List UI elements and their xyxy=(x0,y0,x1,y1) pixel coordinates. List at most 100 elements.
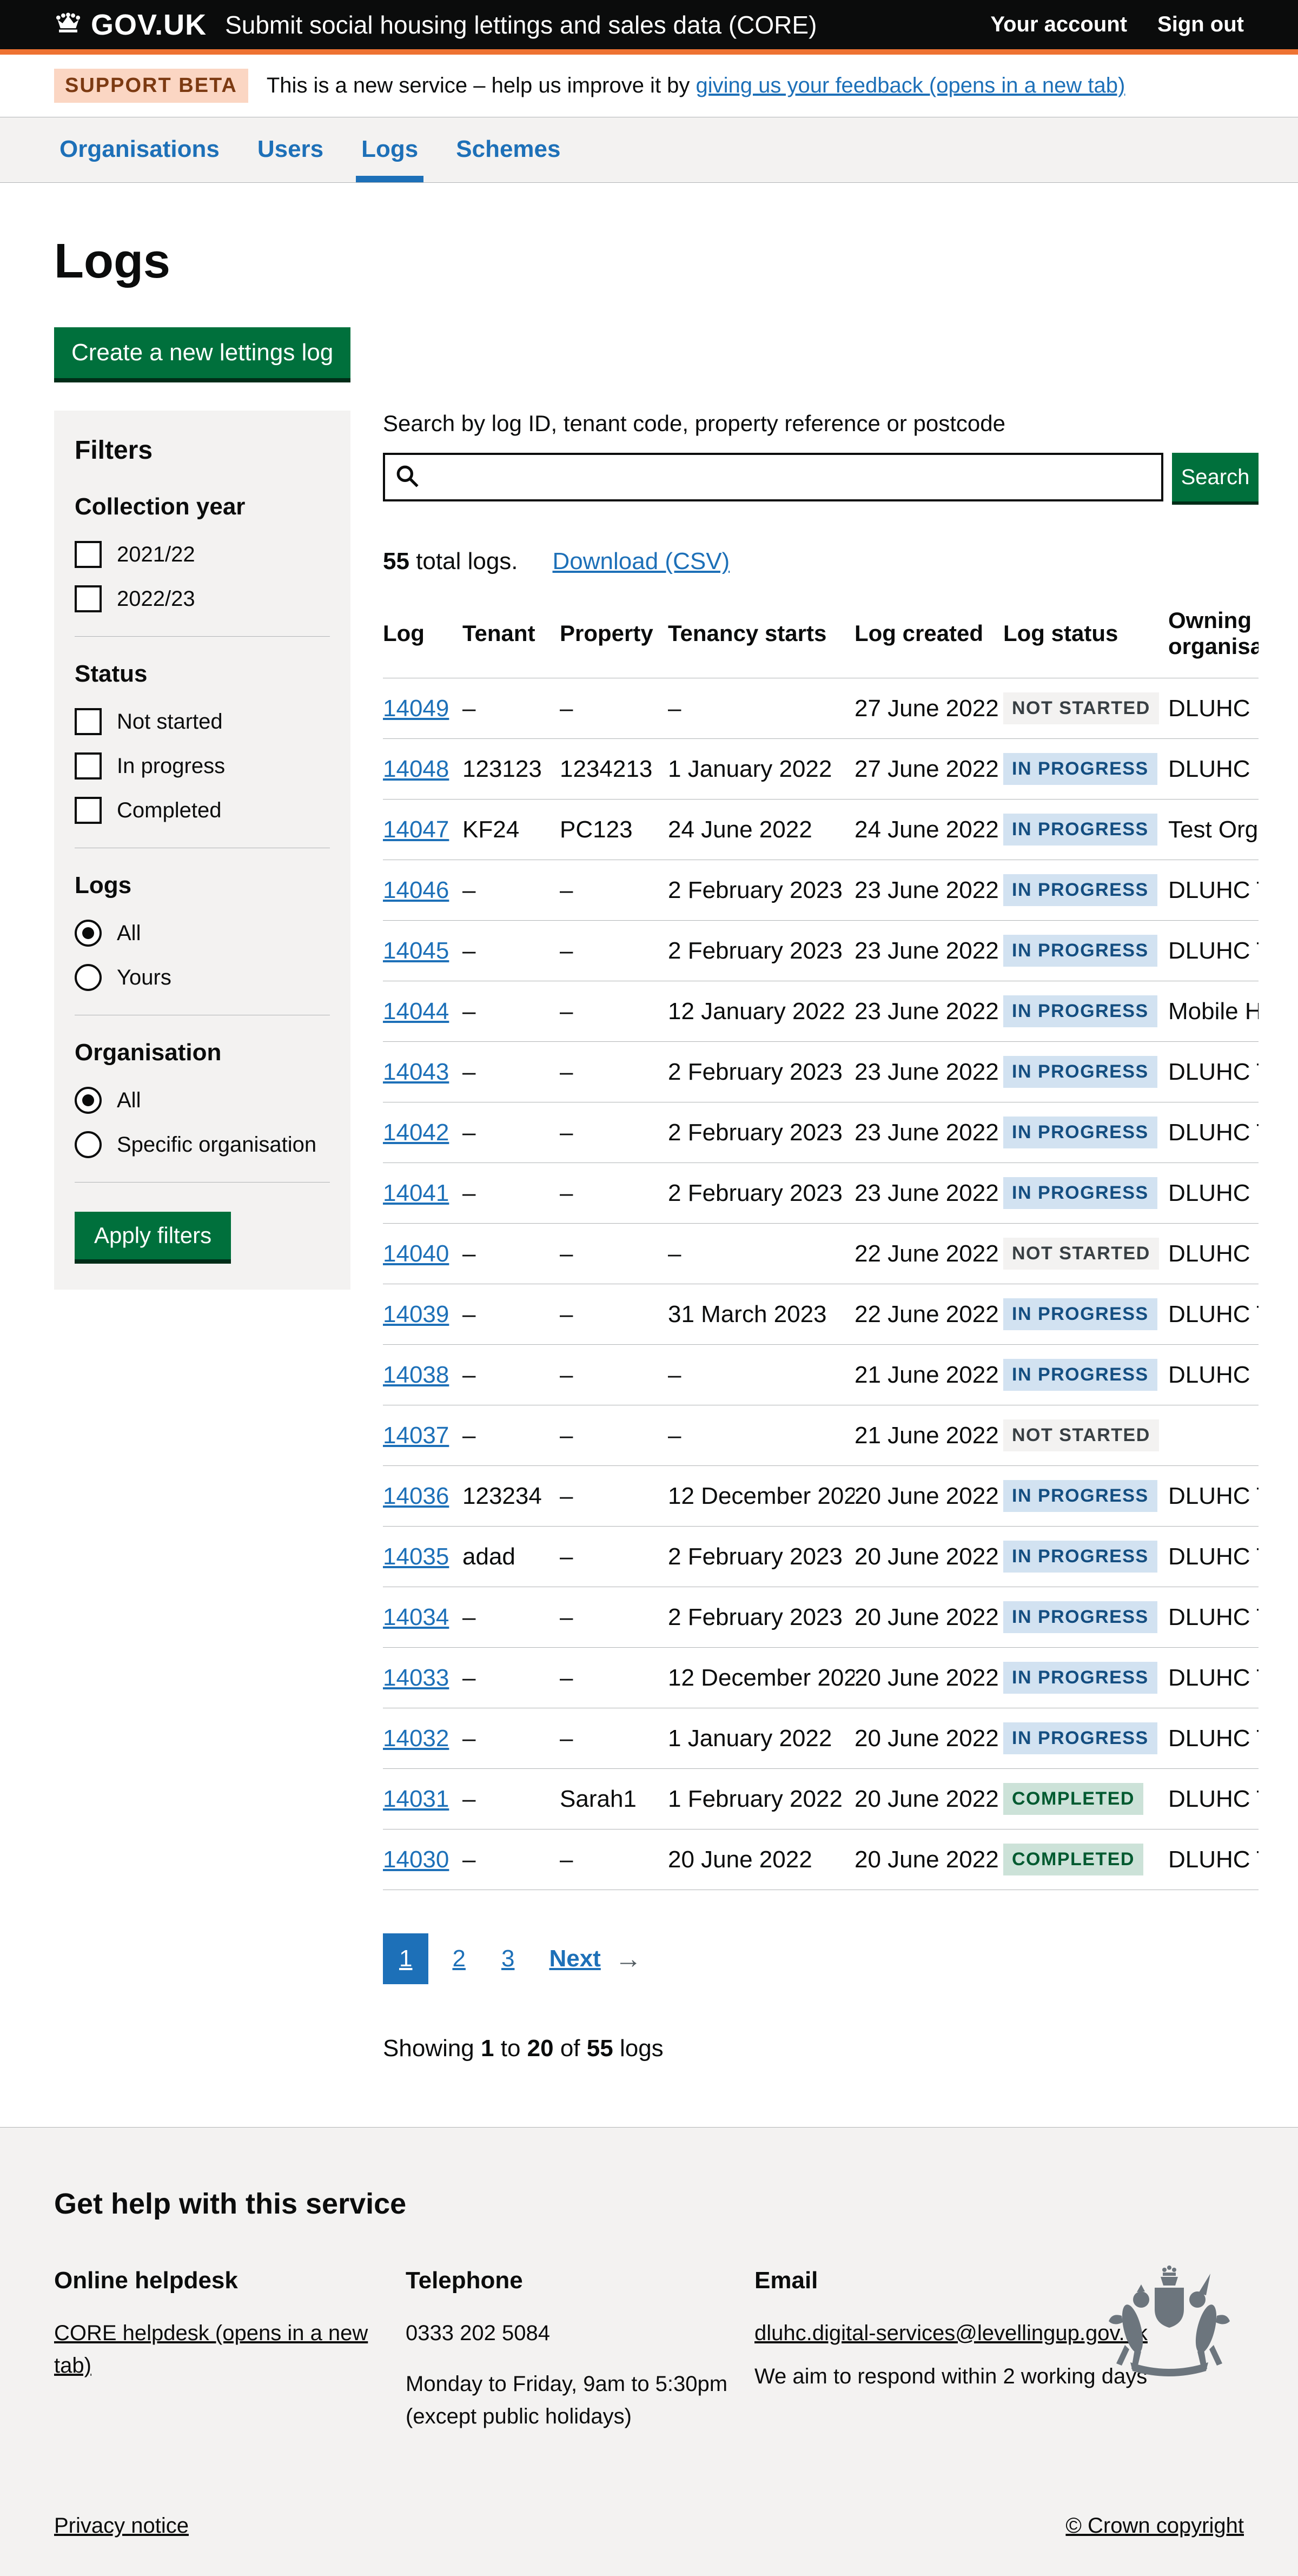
table-row: 14031 – Sarah1 1 February 2022 20 June 2… xyxy=(383,1768,1259,1829)
owning-organisation-cell: DLUHC Tes xyxy=(1168,1102,1259,1163)
radio-circle[interactable] xyxy=(75,1131,102,1158)
checkbox-2021-22[interactable]: 2021/22 xyxy=(75,541,330,568)
filters-panel: Filters Collection year 2021/22 2022/23 … xyxy=(54,411,350,1290)
owning-organisation-cell: Test Organ xyxy=(1168,799,1259,860)
log-id-link[interactable]: 14042 xyxy=(383,1119,449,1146)
status-badge: COMPLETED xyxy=(1003,1783,1143,1815)
apply-filters-button[interactable]: Apply filters xyxy=(75,1212,231,1259)
service-name[interactable]: Submit social housing lettings and sales… xyxy=(225,10,817,39)
pagination: 1 2 3 Next → xyxy=(383,1933,1259,1984)
log-id-link[interactable]: 14045 xyxy=(383,937,449,964)
table-row: 14030 – – 20 June 2022 20 June 2022 COMP… xyxy=(383,1829,1259,1890)
owning-organisation-cell: DLUHC Tes xyxy=(1168,1647,1259,1708)
checkbox-label: Completed xyxy=(117,798,222,822)
radio-circle[interactable] xyxy=(75,964,102,991)
nav-item-users[interactable]: Users xyxy=(257,136,324,162)
log-id-link[interactable]: 14041 xyxy=(383,1179,449,1206)
checkbox-in-progress[interactable]: In progress xyxy=(75,752,330,780)
owning-organisation-cell: DLUHC Tes xyxy=(1168,1708,1259,1769)
tenancy-starts-cell: 12 December 2021 xyxy=(668,1465,855,1527)
log-created-cell: 20 June 2022 xyxy=(855,1647,1003,1708)
table-row: 14032 – – 1 January 2022 20 June 2022 IN… xyxy=(383,1708,1259,1769)
tenant-cell: – xyxy=(462,1344,560,1405)
radio-circle[interactable] xyxy=(75,920,102,947)
email-link[interactable]: dluhc.digital-services@levellingup.gov.u… xyxy=(754,2321,1148,2345)
create-lettings-log-button[interactable]: Create a new lettings log xyxy=(54,327,351,378)
tenancy-starts-cell: – xyxy=(668,1344,855,1405)
status-badge: IN PROGRESS xyxy=(1003,1056,1157,1088)
nav-item-logs[interactable]: Logs xyxy=(356,117,424,182)
nav-item-organisations[interactable]: Organisations xyxy=(59,136,220,162)
tenant-cell: – xyxy=(462,1041,560,1102)
radio-label: Yours xyxy=(117,965,171,989)
log-id-link[interactable]: 14037 xyxy=(383,1422,449,1449)
radio-specific-organisation[interactable]: Specific organisation xyxy=(75,1131,330,1158)
checkbox-box[interactable] xyxy=(75,752,102,780)
checkbox-box[interactable] xyxy=(75,541,102,568)
tenant-cell: – xyxy=(462,1768,560,1829)
log-id-link[interactable]: 14032 xyxy=(383,1725,449,1752)
nav-item-schemes[interactable]: Schemes xyxy=(456,136,561,162)
log-status-cell: IN PROGRESS xyxy=(1003,1041,1168,1102)
col-header-log-created: Log created xyxy=(855,599,1003,678)
govuk-logo[interactable]: GOV.UK xyxy=(54,8,207,42)
phase-banner: SUPPORT BETA This is a new service – hel… xyxy=(0,55,1298,117)
log-id-link[interactable]: 14034 xyxy=(383,1603,449,1630)
next-page-link[interactable]: Next xyxy=(549,1945,601,1972)
core-helpdesk-link[interactable]: CORE helpdesk (opens in a new tab) xyxy=(54,2321,368,2377)
checkbox-2022-23[interactable]: 2022/23 xyxy=(75,585,330,612)
owning-organisation-cell: DLUHC xyxy=(1168,1344,1259,1405)
checkbox-completed[interactable]: Completed xyxy=(75,797,330,824)
log-id-link[interactable]: 14031 xyxy=(383,1785,449,1812)
sign-out-link[interactable]: Sign out xyxy=(1157,12,1244,36)
log-id-link[interactable]: 14049 xyxy=(383,695,449,722)
log-status-cell: COMPLETED xyxy=(1003,1768,1168,1829)
log-id-link[interactable]: 14046 xyxy=(383,876,449,903)
phase-banner-message: This is a new service – help us improve … xyxy=(266,74,696,97)
property-cell: – xyxy=(560,860,668,921)
privacy-notice-link[interactable]: Privacy notice xyxy=(54,2514,189,2538)
search-button[interactable]: Search xyxy=(1172,453,1259,501)
tenant-cell: adad xyxy=(462,1526,560,1587)
radio-circle[interactable] xyxy=(75,1087,102,1114)
log-id-link[interactable]: 14047 xyxy=(383,816,449,843)
log-id-link[interactable]: 14035 xyxy=(383,1543,449,1570)
search-input[interactable] xyxy=(425,455,1151,499)
checkbox-box[interactable] xyxy=(75,797,102,824)
download-csv-link[interactable]: Download (CSV) xyxy=(552,548,730,574)
radio-logs-all[interactable]: All xyxy=(75,920,330,947)
owning-organisation-cell: DLUHC Tes xyxy=(1168,1587,1259,1648)
log-id-link[interactable]: 14048 xyxy=(383,755,449,782)
filter-group-organisation: Organisation All Specific organisation xyxy=(75,1039,330,1158)
log-id-link[interactable]: 14030 xyxy=(383,1846,449,1873)
search-box[interactable] xyxy=(383,453,1163,501)
log-id-link[interactable]: 14043 xyxy=(383,1058,449,1085)
feedback-link[interactable]: giving us your feedback (opens in a new … xyxy=(696,74,1125,97)
checkbox-not-started[interactable]: Not started xyxy=(75,708,330,735)
log-status-cell: IN PROGRESS xyxy=(1003,1465,1168,1527)
primary-nav: Organisations Users Logs Schemes xyxy=(0,117,1298,183)
log-id-link[interactable]: 14039 xyxy=(383,1300,449,1327)
log-id-link[interactable]: 14038 xyxy=(383,1361,449,1388)
log-id-link[interactable]: 14044 xyxy=(383,998,449,1025)
radio-organisation-all[interactable]: All xyxy=(75,1087,330,1114)
table-row: 14042 – – 2 February 2023 23 June 2022 I… xyxy=(383,1102,1259,1163)
checkbox-label: Not started xyxy=(117,709,223,734)
crown-copyright-link[interactable]: © Crown copyright xyxy=(1065,2514,1244,2538)
table-row: 14036 123234 – 12 December 2021 20 June … xyxy=(383,1465,1259,1527)
col-header-tenant: Tenant xyxy=(462,599,560,678)
log-status-cell: IN PROGRESS xyxy=(1003,1526,1168,1587)
log-id-link[interactable]: 14033 xyxy=(383,1664,449,1691)
telephone-hours-line2: (except public holidays) xyxy=(406,2405,632,2428)
checkbox-box[interactable] xyxy=(75,708,102,735)
radio-logs-yours[interactable]: Yours xyxy=(75,964,330,991)
page-2-link[interactable]: 2 xyxy=(452,1945,466,1972)
page-1-current[interactable]: 1 xyxy=(383,1933,429,1984)
checkbox-box[interactable] xyxy=(75,585,102,612)
col-header-log-status: Log status xyxy=(1003,599,1168,678)
page-3-link[interactable]: 3 xyxy=(501,1945,515,1972)
log-id-link[interactable]: 14036 xyxy=(383,1482,449,1509)
your-account-link[interactable]: Your account xyxy=(990,12,1128,36)
radio-dot xyxy=(82,1094,94,1106)
log-id-link[interactable]: 14040 xyxy=(383,1240,449,1267)
